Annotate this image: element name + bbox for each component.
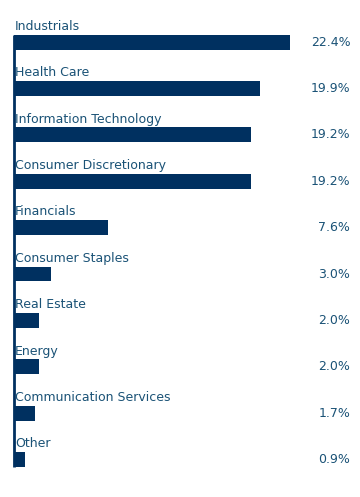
Text: 3.0%: 3.0% [319,267,350,280]
Bar [14,220,108,235]
Bar [14,313,39,328]
Text: 1.7%: 1.7% [319,407,350,419]
Text: Information Technology: Information Technology [15,113,162,126]
Text: 0.9%: 0.9% [319,453,350,466]
Text: Industrials: Industrials [15,20,80,33]
Text: 2.0%: 2.0% [319,360,350,373]
Text: Financials: Financials [15,205,77,218]
Text: Health Care: Health Care [15,66,90,79]
Bar [14,174,251,189]
Text: 22.4%: 22.4% [311,36,350,49]
Text: 19.2%: 19.2% [311,175,350,188]
Text: Real Estate: Real Estate [15,298,86,311]
Text: 19.9%: 19.9% [311,82,350,95]
Text: 19.2%: 19.2% [311,128,350,141]
Bar [14,359,39,374]
Bar [14,127,251,142]
Text: Other: Other [15,437,51,450]
Text: 7.6%: 7.6% [319,221,350,234]
Text: Energy: Energy [15,344,59,357]
Bar [14,35,291,50]
Text: Consumer Staples: Consumer Staples [15,252,129,265]
Bar [14,266,51,281]
Bar [14,81,260,96]
Text: 2.0%: 2.0% [319,314,350,327]
Text: Communication Services: Communication Services [15,391,171,404]
Bar [14,452,25,467]
Bar [14,406,35,420]
Text: Consumer Discretionary: Consumer Discretionary [15,159,166,172]
